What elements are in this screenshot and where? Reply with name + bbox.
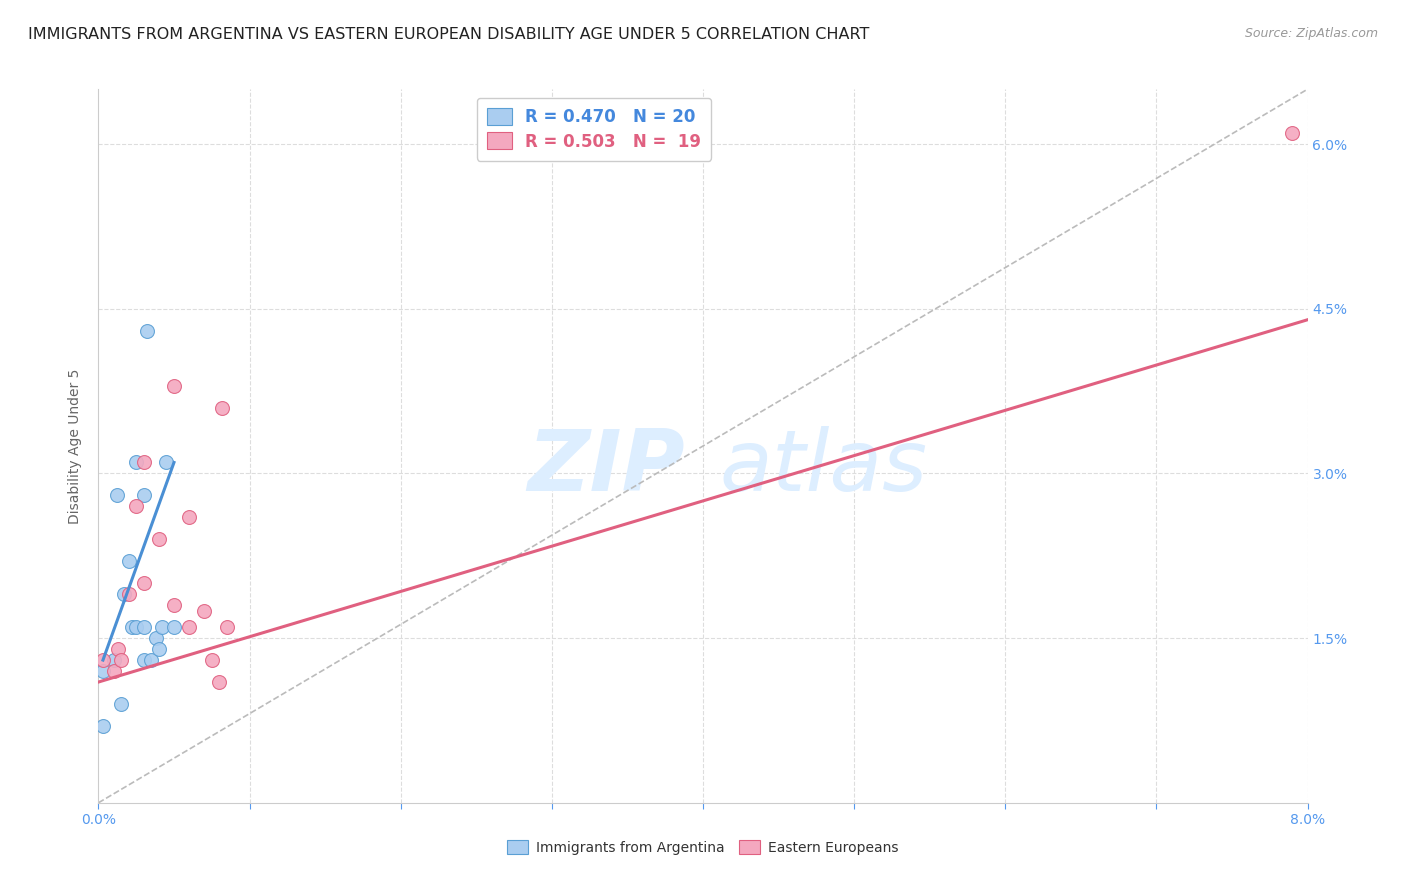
Point [163,620,186,634]
Point [179,620,201,634]
Point [208,675,231,690]
Point [132,488,155,502]
Point [179,510,201,524]
Point [163,378,186,392]
Text: ZIP: ZIP [527,425,685,509]
Point [141,653,163,667]
Point [112,587,135,601]
Point [201,653,224,667]
Y-axis label: Disability Age Under 5: Disability Age Under 5 [69,368,83,524]
Point [132,653,155,667]
Point [103,664,125,678]
Point [125,500,148,514]
Point [1281,126,1303,140]
Point [155,455,177,469]
Point [163,598,186,612]
Point [125,620,148,634]
Point [193,604,215,618]
Point [91,653,114,667]
Point [91,664,114,678]
Point [150,620,173,634]
Point [211,401,233,415]
Text: IMMIGRANTS FROM ARGENTINA VS EASTERN EUROPEAN DISABILITY AGE UNDER 5 CORRELATION: IMMIGRANTS FROM ARGENTINA VS EASTERN EUR… [28,27,869,42]
Point [118,587,141,601]
Point [110,653,132,667]
Point [107,642,129,657]
Point [110,697,132,711]
Point [132,620,155,634]
Point [145,631,167,645]
Legend: Immigrants from Argentina, Eastern Europeans: Immigrants from Argentina, Eastern Europ… [502,834,904,860]
Point [135,324,157,338]
Point [91,719,114,733]
Point [105,488,128,502]
Point [132,576,155,591]
Point [148,533,170,547]
Point [118,554,141,568]
Point [132,455,155,469]
Point [103,653,125,667]
Point [215,620,238,634]
Text: Source: ZipAtlas.com: Source: ZipAtlas.com [1244,27,1378,40]
Point [121,620,143,634]
Point [125,455,148,469]
Text: atlas: atlas [720,425,928,509]
Point [148,642,170,657]
